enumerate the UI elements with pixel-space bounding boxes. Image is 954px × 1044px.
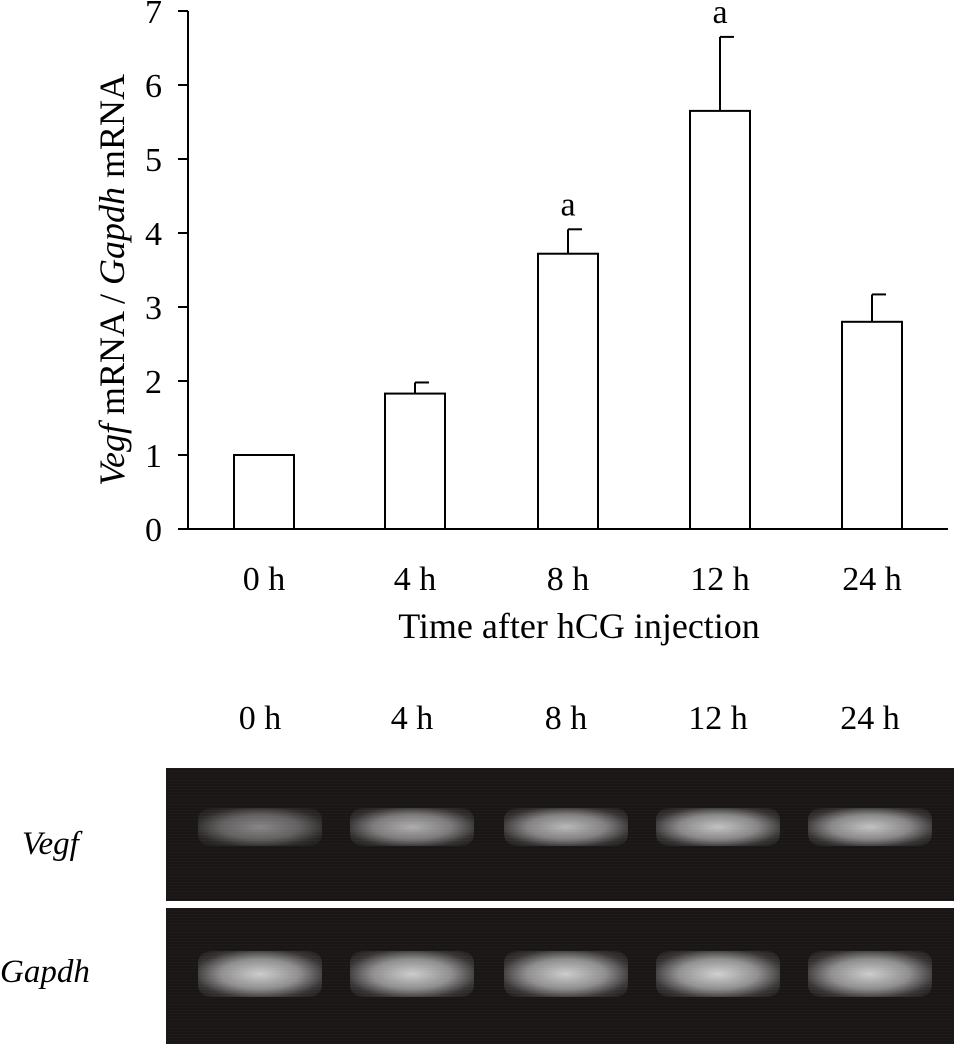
gel-row-label: Gapdh — [0, 954, 90, 990]
y-tick-label: 4 — [145, 216, 162, 253]
gel-row — [166, 908, 954, 1044]
x-tick-label: 4 h — [394, 561, 437, 598]
chart-labels: 0 1 2 3 4 5 6 7 0 h 4 h a 8 h a 12 h 24 h Time after hC… — [92, 0, 902, 646]
gel-band — [656, 808, 780, 846]
gel-lane-label: 24 h — [840, 700, 900, 737]
y-axis-title-part: mRNA / — [92, 285, 132, 424]
gel-band — [504, 951, 628, 997]
gel-row-label: Vegf — [22, 826, 79, 862]
gel-band — [656, 951, 780, 997]
y-tick-label: 0 — [145, 512, 162, 549]
y-axis-title-part: Gapdh — [92, 187, 132, 285]
gel-lane-label: 0 h — [238, 700, 282, 737]
y-tick-label: 6 — [145, 68, 162, 105]
bar — [537, 252, 599, 530]
y-tick-label: 7 — [145, 0, 162, 31]
bar — [233, 454, 295, 530]
y-tick-label: 5 — [145, 142, 162, 179]
x-tick-label: 12 h — [690, 561, 750, 598]
y-axis-title-part: mRNA — [92, 74, 132, 187]
gel-band — [350, 808, 474, 846]
x-axis-title: Time after hCG injection — [398, 606, 760, 646]
y-tick-label: 3 — [145, 290, 162, 327]
x-tick-label: 8 h — [547, 561, 590, 598]
y-tick-label: 2 — [145, 364, 162, 401]
gel-band — [198, 808, 322, 846]
x-tick-label: 0 h — [243, 561, 286, 598]
gel-lane-label: 12 h — [688, 700, 748, 737]
y-axis-title-part: Vegf — [92, 419, 132, 486]
bar-chart: 0 1 2 3 4 5 6 7 0 h 4 h a 8 h a 12 h 24 h Time after hC… — [92, 0, 948, 646]
bar — [689, 109, 751, 531]
bar — [841, 320, 903, 530]
gel-lane-label: 8 h — [544, 700, 588, 737]
bar — [384, 392, 446, 530]
gel-band — [198, 951, 322, 997]
significance-annotation: a — [712, 0, 727, 31]
gel-band — [350, 951, 474, 997]
gel-band — [808, 808, 932, 846]
gel-lane-label: 4 h — [390, 700, 434, 737]
significance-annotation: a — [560, 186, 575, 223]
gel-band — [808, 951, 932, 997]
chart-bars — [233, 35, 903, 531]
gel-band — [504, 808, 628, 846]
y-axis-title: Vegf mRNA / Gapdh mRNA — [92, 74, 132, 486]
y-tick-label: 1 — [145, 438, 162, 475]
x-tick-label: 24 h — [842, 561, 902, 598]
gel-row — [166, 768, 954, 901]
